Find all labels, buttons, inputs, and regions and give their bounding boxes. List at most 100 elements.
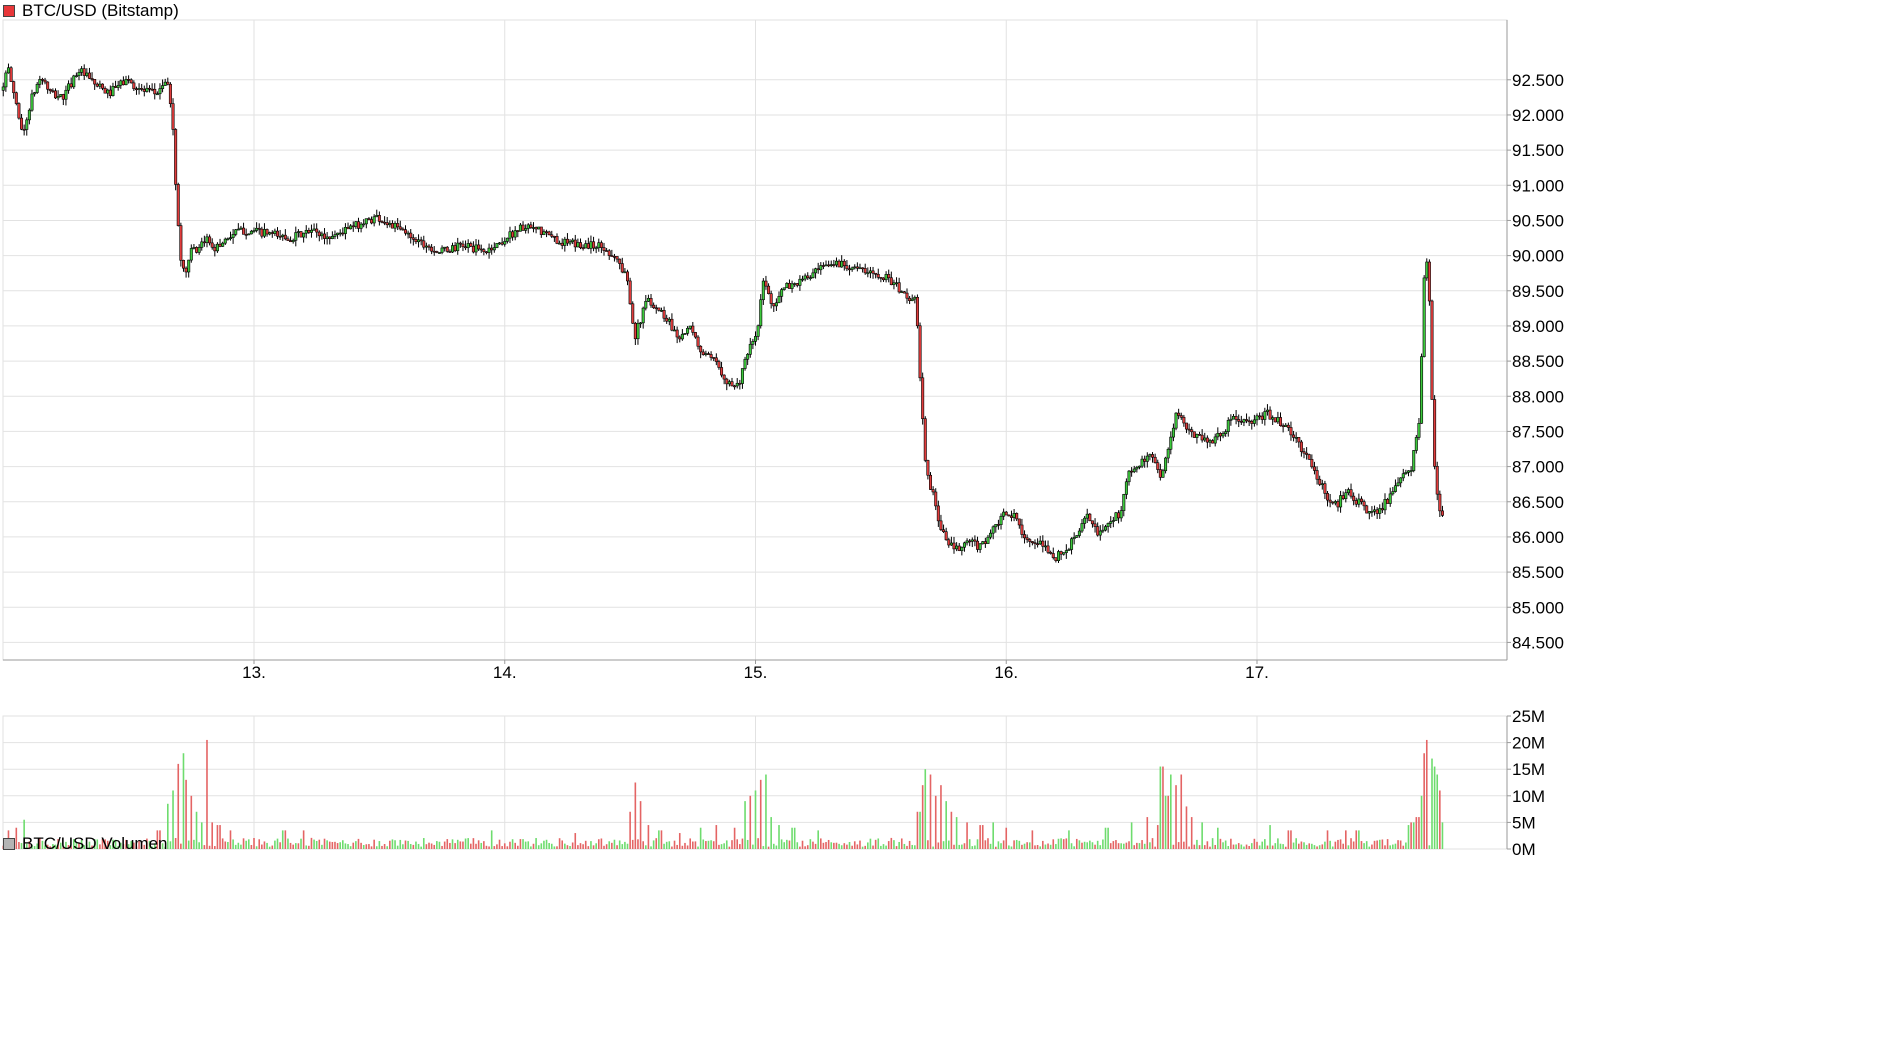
volume-bar [1277, 838, 1279, 849]
volume-bar [924, 769, 927, 849]
candle [748, 337, 752, 358]
candle-body [834, 260, 838, 266]
volume-bar [788, 840, 791, 849]
candle-body [458, 242, 462, 245]
candle-body [409, 232, 413, 239]
candle-body [1344, 492, 1348, 500]
candle-body [772, 303, 776, 307]
candle [693, 331, 697, 339]
volume-bar [1021, 844, 1023, 849]
volume-bar [261, 844, 263, 849]
volume-bar [1405, 842, 1407, 849]
candle-body [670, 318, 674, 331]
volume-bar [540, 843, 543, 849]
candle [38, 75, 42, 89]
candle-body [1435, 466, 1439, 495]
volume-bar [903, 843, 906, 849]
candle [780, 287, 784, 303]
volume-bar [919, 811, 921, 849]
volume-bar [1159, 766, 1162, 849]
candle [362, 219, 366, 228]
candle-body [1083, 517, 1087, 524]
volume-bar [762, 846, 765, 849]
candle-body [268, 232, 272, 235]
candle [1378, 504, 1382, 519]
candle [842, 259, 846, 271]
candle-body [1012, 513, 1016, 518]
volume-bar [872, 845, 874, 849]
candle-body [150, 88, 154, 91]
candle [1302, 448, 1306, 459]
volume-bar [1065, 838, 1068, 849]
candle-body [861, 267, 865, 270]
volume-bar [1086, 842, 1089, 849]
candle [461, 240, 465, 252]
volume-bar [830, 842, 833, 849]
candle-body [785, 283, 789, 289]
volume-bar [1418, 817, 1420, 849]
candle-body [38, 79, 42, 85]
candle-body [35, 83, 39, 93]
volume-bar [590, 841, 592, 849]
volume-y-tick-label: 25M [1512, 707, 1545, 726]
volume-bar [159, 830, 161, 849]
volume-bar [605, 844, 608, 849]
candle-body [401, 228, 405, 231]
volume-bar [527, 841, 530, 849]
price-y-tick-label: 86.000 [1512, 528, 1564, 547]
volume-bar [676, 844, 678, 849]
volume-bar [650, 846, 652, 849]
volume-bar [362, 845, 365, 849]
candle-body [307, 229, 311, 233]
candle-body [213, 246, 217, 252]
volume-bar [1274, 843, 1277, 849]
candle-body [25, 119, 29, 130]
candle-body [866, 272, 870, 275]
candle [377, 211, 381, 226]
candle-body [874, 272, 878, 275]
volume-bar [1117, 843, 1120, 849]
volume-bar [412, 844, 415, 849]
candle [863, 263, 867, 275]
candle-body [594, 247, 598, 250]
candle-body [1211, 440, 1215, 444]
candle [469, 241, 473, 248]
volume-bar [984, 840, 987, 849]
candle-body [518, 224, 522, 232]
volume-bar [44, 845, 46, 849]
volume-bar [357, 838, 360, 849]
candle-body [411, 237, 415, 240]
candle-body [1430, 300, 1434, 400]
volume-bar [331, 841, 334, 849]
volume-bar [409, 843, 412, 849]
candle [1028, 538, 1032, 548]
volume-bar [848, 842, 851, 849]
volume-bar [1230, 838, 1232, 849]
volume-bar [83, 845, 86, 849]
volume-bar [127, 844, 130, 849]
volume-bar [1102, 839, 1104, 849]
candle [1391, 486, 1395, 496]
volume-bar [373, 839, 375, 849]
volume-bar [1253, 838, 1256, 849]
candle [1171, 423, 1175, 442]
candle [276, 227, 280, 240]
candle-body [782, 287, 786, 290]
candle [1190, 426, 1194, 438]
candle-body [934, 491, 938, 507]
candle [1299, 439, 1303, 457]
candle [1245, 413, 1249, 424]
volume-bar [1300, 841, 1303, 849]
candle-body [9, 67, 13, 82]
candle-body [824, 264, 828, 267]
volume-bar [456, 839, 459, 849]
candle-body [435, 251, 439, 253]
volume-bar [438, 841, 441, 849]
candle [77, 68, 81, 81]
candle-body [706, 353, 710, 355]
volume-bar [1073, 846, 1075, 849]
candle-body [887, 274, 891, 279]
candle-body [1388, 493, 1392, 504]
candle [1310, 454, 1314, 469]
volume-bar [1313, 845, 1316, 849]
